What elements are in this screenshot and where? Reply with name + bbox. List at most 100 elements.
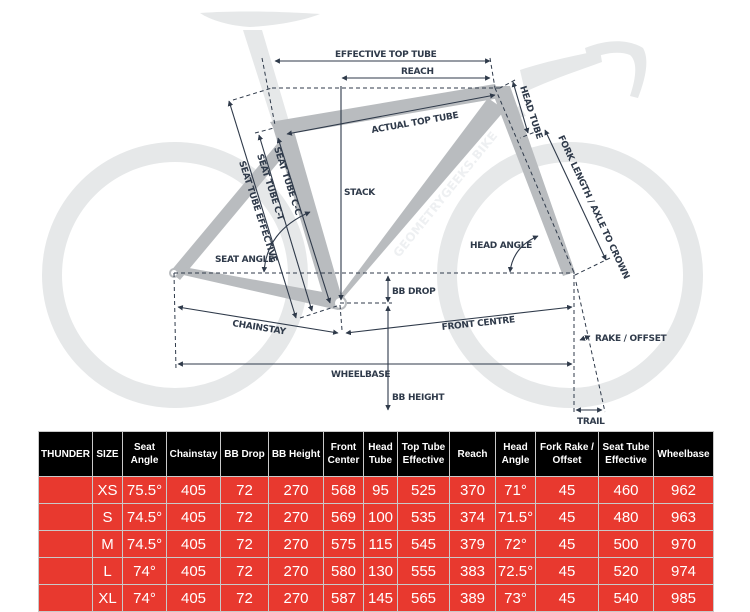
label-trail: TRAIL <box>577 417 605 427</box>
table-cell: 480 <box>598 503 654 531</box>
table-cell: 45 <box>535 476 599 504</box>
table-cell: 405 <box>166 557 221 585</box>
table-row: S 74.5° 405 72 270 569 100 535 374 71.5° 45 480 963 <box>38 503 714 531</box>
table-cell: 370 <box>449 476 496 504</box>
column-header-line: Head <box>503 442 528 453</box>
model-cell <box>38 503 93 531</box>
column-header-line: Offset <box>552 455 582 466</box>
table-cell: 115 <box>363 530 398 558</box>
column-header-line: Seat <box>133 442 156 453</box>
table-cell: 74° <box>122 557 167 585</box>
column-header-line: Seat Tube <box>602 442 650 453</box>
table-cell: 270 <box>268 503 324 531</box>
table-cell: 545 <box>397 530 450 558</box>
column-header-line: Wheelbase <box>657 448 710 460</box>
column-header: Seat Angle <box>122 431 167 477</box>
table-row: XL 74° 405 72 270 587 145 565 389 73° 45 540 985 <box>38 584 714 612</box>
column-header: Head Tube <box>363 431 398 477</box>
arrow-head-tube <box>511 81 530 134</box>
column-header-line: Effective <box>402 455 445 466</box>
arrow-head-angle <box>507 235 539 273</box>
column-header: BB Drop <box>220 431 269 477</box>
model-cell <box>38 584 93 612</box>
label-seat-angle: SEAT ANGLE <box>215 255 274 265</box>
table-cell: 72 <box>220 557 269 585</box>
bike-geometry-diagram: GEOMETRYGEEKS.BIKE <box>42 11 703 427</box>
front-wheel <box>437 142 703 408</box>
label-bb-drop: BB DROP <box>392 287 436 297</box>
table-cell: 72 <box>220 476 269 504</box>
table-cell: 405 <box>166 530 221 558</box>
label-stack: STACK <box>344 188 376 198</box>
table-cell: 74.5° <box>122 530 167 558</box>
column-header-line: Tube <box>368 455 393 466</box>
table-cell: 72° <box>495 530 536 558</box>
model-cell <box>38 476 93 504</box>
table-cell: 520 <box>598 557 654 585</box>
column-header-line: Head <box>368 442 393 453</box>
table-cell: 45 <box>535 557 599 585</box>
column-header-line: Angle <box>130 455 159 466</box>
table-cell: 962 <box>653 476 714 504</box>
saddle <box>200 11 320 27</box>
column-header-line: Angle <box>501 455 530 466</box>
handlebar <box>585 41 647 98</box>
table-row: XS 75.5° 405 72 270 568 95 525 370 71° 45 460 962 <box>38 476 714 504</box>
table-cell: 379 <box>449 530 496 558</box>
table-cell: 130 <box>363 557 398 585</box>
table-cell: 555 <box>397 557 450 585</box>
column-header: Chainstay <box>166 431 221 477</box>
table-cell: 72 <box>220 530 269 558</box>
table-cell: 580 <box>323 557 364 585</box>
table-cell: 568 <box>323 476 364 504</box>
table-cell: 75.5° <box>122 476 167 504</box>
table-cell: 72 <box>220 503 269 531</box>
column-header: Seat Tube Effective <box>598 431 654 477</box>
table-cell: 374 <box>449 503 496 531</box>
table-cell: 74° <box>122 584 167 612</box>
column-header: BB Height <box>268 431 324 477</box>
table-cell: 45 <box>535 584 599 612</box>
column-header: THUNDER <box>38 431 93 477</box>
dimension-arrows <box>177 58 607 413</box>
column-header-line: THUNDER <box>41 448 90 460</box>
table-cell: 72 <box>220 584 269 612</box>
column-header-line: Front <box>330 442 357 453</box>
table-cell: 73° <box>495 584 536 612</box>
column-header: Front Center <box>323 431 364 477</box>
table-cell: 270 <box>268 530 324 558</box>
table-cell: 270 <box>268 584 324 612</box>
label-rake-offset: RAKE / OFFSET <box>595 334 668 344</box>
size-cell: M <box>92 530 123 558</box>
size-cell: XL <box>92 584 123 612</box>
table-cell: 95 <box>363 476 398 504</box>
column-header: Top Tube Effective <box>397 431 450 477</box>
table-cell: 270 <box>268 557 324 585</box>
column-header: Reach <box>449 431 496 477</box>
size-cell: L <box>92 557 123 585</box>
table-row: M 74.5° 405 72 270 575 115 545 379 72° 45 500 970 <box>38 530 714 558</box>
table-cell: 587 <box>323 584 364 612</box>
label-head-angle: HEAD ANGLE <box>470 241 532 251</box>
column-header-line: Top Tube <box>401 442 446 453</box>
arrow-chainstay <box>177 305 339 335</box>
column-header: Wheelbase <box>653 431 714 477</box>
table-cell: 500 <box>598 530 654 558</box>
table-cell: 405 <box>166 476 221 504</box>
column-header-line: Chainstay <box>169 448 218 460</box>
label-reach: REACH <box>401 67 434 77</box>
table-cell: 45 <box>535 530 599 558</box>
column-header-line: Effective <box>605 455 647 466</box>
arrow-seat-angle <box>261 211 311 273</box>
table-cell: 71° <box>495 476 536 504</box>
size-cell: XS <box>92 476 123 504</box>
table-cell: 145 <box>363 584 398 612</box>
table-cell: 970 <box>653 530 714 558</box>
table-cell: 525 <box>397 476 450 504</box>
table-cell: 45 <box>535 503 599 531</box>
arrow-actual-top-tube <box>286 93 496 136</box>
label-wheelbase: WHEELBASE <box>331 370 390 380</box>
table-cell: 270 <box>268 476 324 504</box>
model-cell <box>38 530 93 558</box>
table-cell: 569 <box>323 503 364 531</box>
